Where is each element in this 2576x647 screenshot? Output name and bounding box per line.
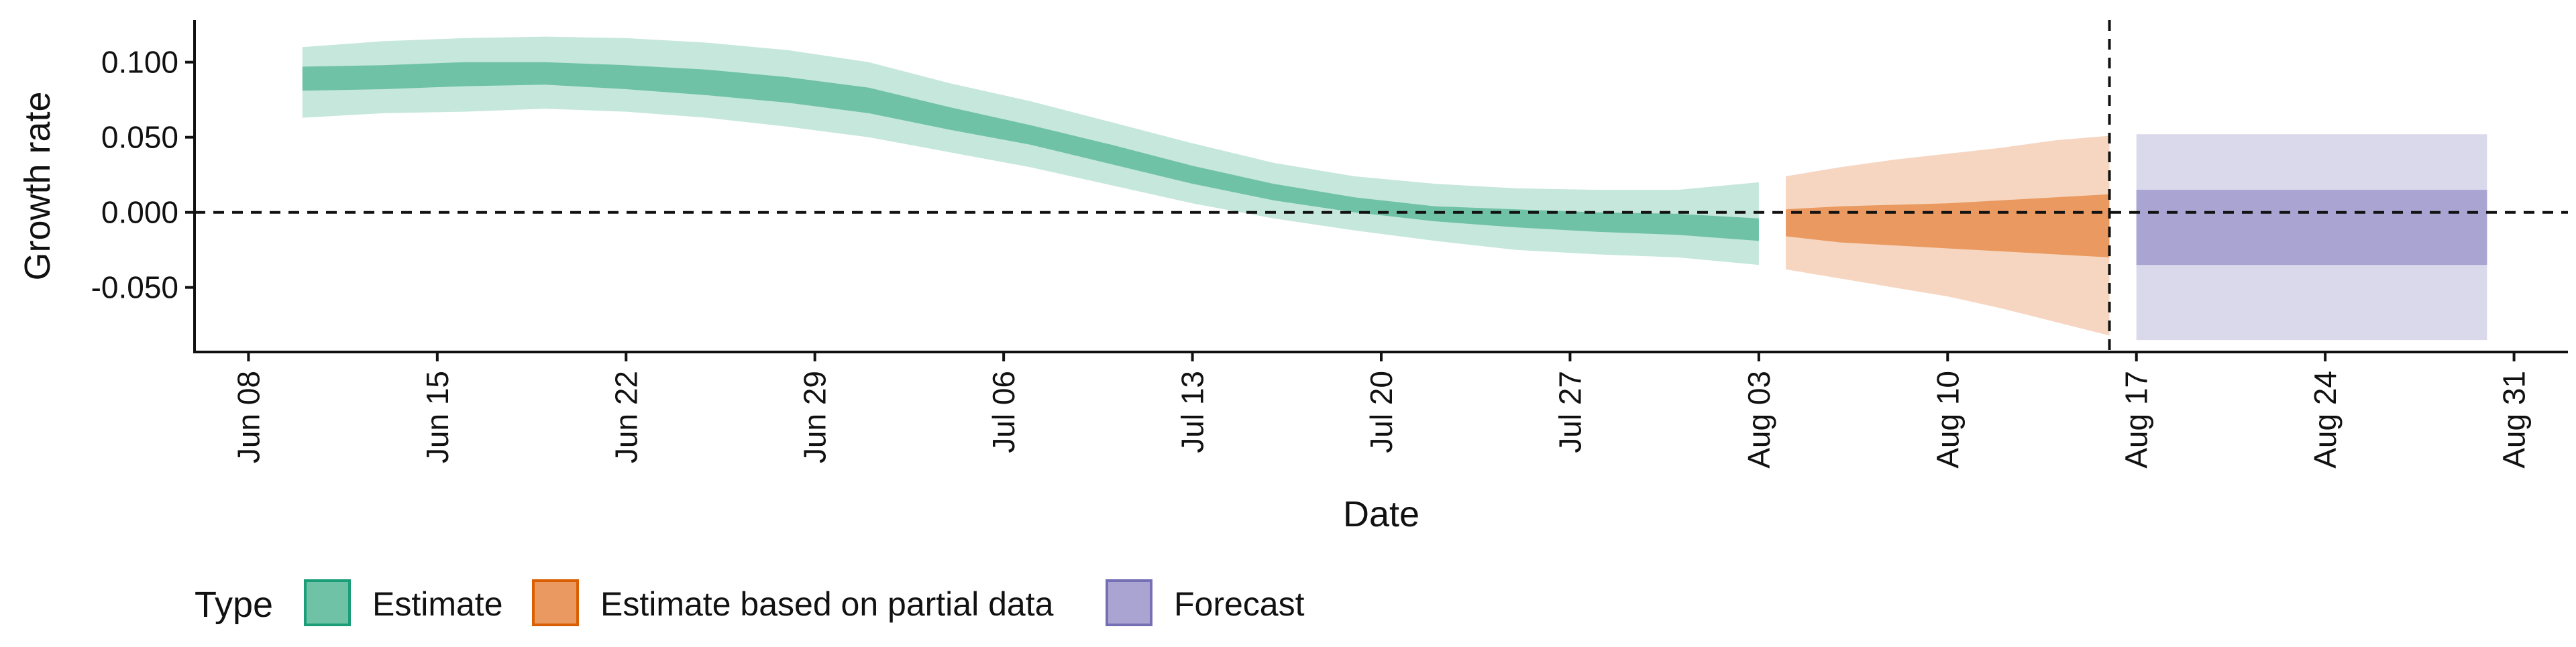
- legend: Type Estimate Estimate based on partial d…: [195, 579, 1305, 626]
- legend-label: Estimate based on partial data: [600, 585, 1054, 623]
- x-tick-label: Jul 06: [986, 371, 1021, 453]
- band-inner-0: [302, 62, 1759, 241]
- legend-key-0: [304, 579, 351, 626]
- x-tick-label: Jul 13: [1175, 371, 1210, 453]
- legend-label: Estimate: [372, 585, 503, 623]
- legend-title: Type: [195, 585, 273, 625]
- x-tick-label: Jul 27: [1552, 371, 1587, 453]
- x-tick-label: Jul 20: [1364, 371, 1399, 453]
- x-tick-label: Aug 24: [2308, 371, 2343, 469]
- y-axis-title: Growth rate: [17, 91, 58, 280]
- x-tick-label: Aug 10: [1930, 371, 1965, 469]
- y-tick-label: 0.100: [101, 45, 178, 80]
- x-tick-label: Aug 17: [2119, 371, 2154, 469]
- x-tick-label: Jun 15: [420, 371, 455, 463]
- x-tick-label: Jun 08: [231, 371, 266, 463]
- axes-layer: 0.100 0.050 0.000 -0.050 Jun 08 Jun 15 Jun 22 J…: [91, 20, 2568, 469]
- y-tick-label: 0.050: [101, 120, 178, 155]
- legend-key-2: [1106, 579, 1152, 626]
- x-tick-label: Aug 31: [2497, 371, 2532, 469]
- y-tick-label: 0.000: [101, 195, 178, 230]
- legend-label: Forecast: [1174, 585, 1305, 623]
- band-inner-2: [2136, 190, 2487, 266]
- reference-lines: [195, 20, 2568, 352]
- x-axis-title: Date: [1343, 494, 1419, 534]
- x-tick-label: Jun 29: [798, 371, 833, 463]
- x-tick-label: Aug 03: [1741, 371, 1776, 469]
- x-tick-label: Jun 22: [608, 371, 643, 463]
- band-layer: [302, 36, 2487, 341]
- y-tick-label: -0.050: [91, 270, 178, 305]
- legend-key-1: [532, 579, 579, 626]
- band-inner-1: [1786, 194, 2110, 257]
